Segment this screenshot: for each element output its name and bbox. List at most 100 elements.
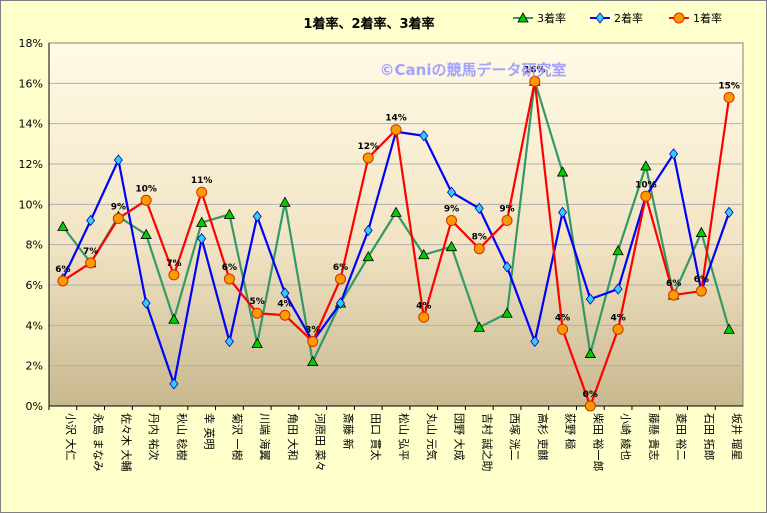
data-point bbox=[307, 355, 319, 367]
x-tick-label: 丸山 元気 bbox=[425, 413, 439, 461]
data-point bbox=[668, 289, 680, 301]
data-label: 9% bbox=[499, 204, 514, 214]
data-point bbox=[595, 12, 605, 24]
data-point bbox=[584, 347, 596, 358]
data-point bbox=[113, 154, 123, 166]
data-label: 6% bbox=[666, 279, 681, 289]
x-tick-label: 荻野 極 bbox=[564, 413, 578, 450]
data-point bbox=[223, 273, 235, 285]
data-point bbox=[695, 285, 707, 297]
data-point bbox=[334, 273, 346, 285]
data-point bbox=[280, 287, 290, 299]
data-label: 6% bbox=[222, 263, 237, 273]
data-point bbox=[724, 206, 734, 219]
data-point bbox=[501, 214, 513, 226]
data-point bbox=[446, 214, 458, 226]
data-point bbox=[362, 152, 374, 164]
legend: 3着率 2着率 1着率 bbox=[513, 11, 722, 25]
x-tick-label: 斎藤 新 bbox=[341, 413, 355, 450]
data-point bbox=[168, 269, 180, 281]
data-point bbox=[224, 335, 234, 348]
data-point bbox=[612, 244, 624, 256]
data-point bbox=[673, 12, 685, 24]
x-tick-label: 川端 海翼 bbox=[258, 413, 272, 461]
legend-label: 3着率 bbox=[537, 11, 566, 25]
data-label: 5% bbox=[250, 297, 265, 307]
data-point bbox=[473, 321, 485, 332]
data-point bbox=[530, 335, 540, 348]
legend-label: 1着率 bbox=[693, 11, 722, 25]
x-tick-label: 菊沢 一樹 bbox=[230, 413, 244, 461]
x-tick-label: 柴田 裕一郎 bbox=[591, 413, 605, 472]
data-point bbox=[112, 212, 124, 224]
data-point bbox=[447, 186, 457, 198]
data-point bbox=[695, 226, 708, 237]
data-point bbox=[669, 148, 679, 160]
data-label: 9% bbox=[444, 204, 459, 214]
y-tick-label: 6% bbox=[26, 279, 43, 292]
y-tick-label: 18% bbox=[19, 37, 43, 50]
data-label: 16% bbox=[524, 65, 546, 75]
data-label: 14% bbox=[385, 114, 407, 124]
x-tick-label: 佐々木 大輔 bbox=[119, 413, 133, 472]
data-point bbox=[390, 124, 402, 136]
legend-label: 2着率 bbox=[614, 11, 643, 25]
data-label: 11% bbox=[191, 176, 213, 186]
data-point bbox=[196, 216, 208, 227]
data-point bbox=[612, 323, 624, 335]
x-tick-label: 藤懸 貴志 bbox=[647, 413, 661, 461]
data-label: 7% bbox=[83, 247, 98, 257]
data-label: 4% bbox=[610, 313, 625, 323]
x-tick-label: 団野 大成 bbox=[453, 413, 467, 461]
y-tick-label: 12% bbox=[19, 158, 43, 171]
data-point bbox=[556, 166, 569, 177]
y-tick-label: 14% bbox=[19, 118, 43, 131]
data-point bbox=[640, 160, 652, 171]
data-point bbox=[502, 261, 512, 273]
data-point bbox=[279, 196, 291, 207]
data-point bbox=[140, 228, 152, 239]
x-tick-label: 永島 まなみ bbox=[92, 413, 106, 472]
chart-title: 1着率、2着率、3着率 bbox=[303, 16, 434, 32]
data-point bbox=[141, 297, 151, 309]
data-point bbox=[640, 190, 652, 202]
data-point bbox=[168, 313, 180, 324]
data-label: 9% bbox=[111, 202, 126, 212]
x-tick-label: 秋山 稔樹 bbox=[175, 413, 189, 461]
x-tick-label: 高杉 吏麒 bbox=[536, 413, 550, 461]
gridlines bbox=[49, 82, 743, 367]
x-tick-label: 小崎 綾也 bbox=[619, 413, 633, 461]
series-layer bbox=[57, 75, 735, 412]
data-point bbox=[723, 91, 735, 103]
data-label: 4% bbox=[277, 299, 292, 309]
data-point bbox=[363, 224, 373, 237]
x-tick-label: 小沢 大仁 bbox=[64, 413, 78, 461]
data-point bbox=[57, 220, 69, 231]
data-label: 7% bbox=[166, 259, 181, 269]
data-label: 10% bbox=[135, 184, 157, 194]
y-tick-label: 2% bbox=[26, 360, 43, 373]
data-label: 6% bbox=[55, 265, 70, 275]
x-tick-label: 河原田 菜々 bbox=[314, 413, 327, 472]
x-tick-label: 吉村 誠之助 bbox=[480, 413, 494, 472]
data-point bbox=[362, 250, 374, 262]
data-point bbox=[517, 12, 529, 23]
data-point bbox=[419, 130, 429, 142]
data-labels: 6% 7% 9% 10% 7% 11% 6% 5% 4% 3% 6% 12% 14% 4% 9% 8% 9% 16… bbox=[55, 65, 740, 400]
data-label: 4% bbox=[416, 301, 431, 311]
data-point bbox=[251, 307, 263, 319]
data-label: 0% bbox=[583, 390, 598, 400]
data-point bbox=[85, 257, 97, 269]
x-tick-label: 幸 英明 bbox=[203, 413, 217, 450]
data-point bbox=[279, 309, 291, 321]
data-label: 12% bbox=[357, 142, 379, 152]
data-point bbox=[557, 323, 569, 335]
data-point bbox=[390, 206, 402, 217]
data-point bbox=[223, 208, 236, 219]
x-tick-label: 丹内 祐次 bbox=[147, 413, 161, 461]
x-tick-label: 田口 貫太 bbox=[369, 413, 382, 461]
data-point bbox=[307, 335, 319, 347]
data-point bbox=[529, 75, 541, 87]
data-label: 4% bbox=[555, 313, 570, 323]
